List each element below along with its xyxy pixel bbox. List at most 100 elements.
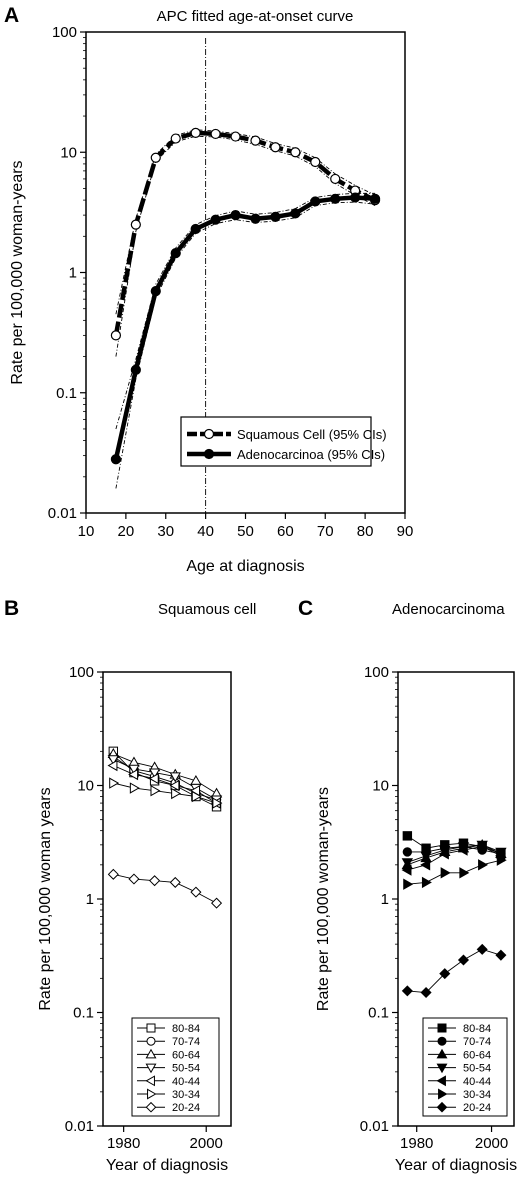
data-point bbox=[270, 142, 281, 153]
panel-b-chart: Squamous cell 0.01 0.1 1 10 100 1980 2000 Year o… bbox=[37, 601, 256, 1174]
data-point bbox=[212, 797, 223, 809]
data-point bbox=[130, 219, 141, 230]
panel-b-series-20-24 bbox=[107, 868, 223, 909]
panel-label-b: B bbox=[4, 597, 19, 620]
data-point bbox=[440, 867, 451, 879]
legend-marker bbox=[146, 1036, 156, 1046]
data-point bbox=[459, 867, 470, 879]
legend-marker bbox=[203, 428, 215, 440]
data-point bbox=[211, 897, 223, 909]
data-point bbox=[190, 127, 201, 138]
data-point bbox=[476, 943, 488, 955]
ci-lower-line bbox=[115, 135, 376, 357]
panel-a-xtick-label: 10 bbox=[78, 523, 95, 540]
data-point bbox=[402, 831, 413, 841]
panel-b-series-80-84 bbox=[108, 746, 222, 812]
panel-b-ytick-label: 1 bbox=[86, 891, 94, 908]
panel-c-series-20-24 bbox=[401, 943, 507, 999]
panel-a-xtick-label: 70 bbox=[317, 523, 334, 540]
data-point bbox=[150, 286, 161, 297]
data-point bbox=[149, 875, 161, 887]
panel-c-xtick-label: 1980 bbox=[400, 1135, 433, 1152]
data-point bbox=[150, 152, 161, 163]
data-point bbox=[128, 768, 139, 781]
legend-entry-label: 70-74 bbox=[463, 1036, 491, 1048]
legend-marker bbox=[147, 1088, 157, 1100]
panel-a-ytick-label: 0.1 bbox=[56, 385, 77, 402]
ci-upper-line bbox=[115, 129, 376, 315]
legend-entry-label: 30-34 bbox=[172, 1089, 200, 1101]
data-point bbox=[107, 755, 120, 766]
panel-b-y-axis-label: Rate per 100,000 woman years bbox=[37, 787, 54, 1010]
data-point bbox=[150, 785, 161, 797]
legend-marker bbox=[145, 1048, 157, 1059]
series-line bbox=[407, 948, 502, 993]
panel-a-xtick-label: 20 bbox=[118, 523, 135, 540]
data-point bbox=[310, 196, 321, 207]
data-point bbox=[230, 131, 241, 142]
panel-b-ytick-label: 0.1 bbox=[73, 1005, 94, 1022]
panel-c-title: Adenocarcinoma bbox=[392, 601, 505, 618]
series-line bbox=[113, 782, 217, 804]
data-point bbox=[401, 985, 413, 997]
data-point bbox=[169, 876, 181, 888]
panel-c-ytick-label: 100 bbox=[364, 664, 389, 681]
legend-entry-label: 80-84 bbox=[463, 1023, 491, 1035]
panel-b-xtick-label: 1980 bbox=[107, 1135, 140, 1152]
data-point bbox=[270, 211, 281, 222]
panel-a-xtick-label: 80 bbox=[357, 523, 374, 540]
data-point bbox=[210, 128, 221, 140]
legend-entry-label: 70-74 bbox=[172, 1036, 200, 1048]
panel-b-xtick-label: 2000 bbox=[190, 1135, 223, 1152]
legend-entry-label: 50-54 bbox=[463, 1063, 491, 1075]
legend-marker bbox=[438, 1088, 448, 1100]
panel-b-series-70-74 bbox=[108, 751, 222, 805]
data-point bbox=[169, 772, 181, 783]
data-point bbox=[128, 764, 140, 775]
data-point bbox=[107, 759, 118, 772]
data-point bbox=[496, 854, 507, 866]
data-point bbox=[191, 790, 202, 803]
panel-c-series-80-84 bbox=[402, 831, 506, 859]
data-point bbox=[476, 840, 487, 853]
panel-a-ytick-label: 0.01 bbox=[48, 505, 77, 522]
data-point bbox=[438, 848, 449, 860]
panel-c-ytick-label: 10 bbox=[372, 778, 389, 795]
panel-a-chart: APC fitted age-at-onset curve 0.01 0.1 1 10 1… bbox=[9, 8, 413, 575]
panel-b-series-40-44 bbox=[107, 759, 221, 809]
legend-entry-label: 50-54 bbox=[172, 1063, 200, 1075]
legend-marker bbox=[436, 1101, 448, 1113]
legend-entry-label: 30-34 bbox=[463, 1089, 491, 1101]
legend-marker bbox=[436, 1063, 448, 1074]
panel-a-title: APC fitted age-at-onset curve bbox=[157, 8, 354, 25]
data-point bbox=[170, 133, 181, 144]
panel-c-ytick-label: 0.01 bbox=[360, 1118, 389, 1135]
panel-b-ytick-label: 0.01 bbox=[65, 1118, 94, 1135]
data-point bbox=[170, 247, 181, 259]
panel-a-xtick-label: 30 bbox=[157, 523, 174, 540]
legend-marker bbox=[145, 1101, 157, 1113]
legend-entry-label: 40-44 bbox=[172, 1076, 200, 1088]
panel-b-title: Squamous cell bbox=[158, 601, 256, 618]
data-point bbox=[290, 208, 301, 219]
panel-c-ytick-label: 1 bbox=[381, 891, 389, 908]
panel-a-ytick-label: 1 bbox=[69, 265, 77, 282]
panel-b-ytick-label: 10 bbox=[77, 778, 94, 795]
ci-lower-line bbox=[115, 201, 376, 489]
data-point bbox=[148, 768, 161, 779]
panel-c-ytick-label: 0.1 bbox=[368, 1005, 389, 1022]
panel-a-legend-box bbox=[180, 416, 372, 467]
data-point bbox=[230, 210, 241, 221]
legend-entry-label: 40-44 bbox=[463, 1076, 491, 1088]
panel-b-legend-box bbox=[131, 1017, 220, 1117]
data-point bbox=[148, 772, 159, 785]
panel-a-legend: Squamous Cell (95% CIs) Adenocarcinoa (95… bbox=[180, 416, 387, 467]
data-point bbox=[110, 330, 122, 341]
data-point bbox=[421, 876, 432, 889]
data-point bbox=[330, 173, 341, 185]
series-line bbox=[113, 753, 217, 794]
data-point bbox=[171, 787, 182, 800]
panel-b-series-60-64 bbox=[107, 748, 223, 798]
panel-c-series-30-34 bbox=[403, 854, 507, 890]
